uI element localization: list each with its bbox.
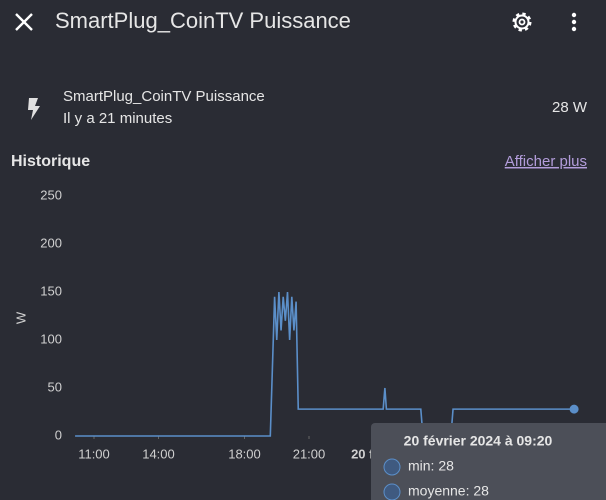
y-axis-label: W xyxy=(13,311,28,324)
x-tick-label: 18:00 xyxy=(228,446,261,461)
history-title: Historique xyxy=(11,153,90,170)
entity-state: 28 W xyxy=(552,99,588,116)
tooltip-swatch xyxy=(383,458,401,476)
series-line xyxy=(75,291,575,438)
x-tick-label: 11:00 xyxy=(78,446,110,461)
y-tick-label: 50 xyxy=(48,379,62,394)
entity-last-changed: Il y a 21 minutes xyxy=(63,110,172,127)
tooltip-row: moyenne: 28 xyxy=(408,483,489,499)
tooltip-row: min: 28 xyxy=(408,458,454,474)
y-tick-label: 0 xyxy=(55,427,62,442)
y-tick-label: 100 xyxy=(40,331,62,346)
tooltip-title: 20 février 2024 à 09:20 xyxy=(404,433,553,449)
y-tick-label: 200 xyxy=(40,235,62,250)
tooltip-swatch xyxy=(383,483,401,500)
x-tick-label: 14:00 xyxy=(142,446,175,461)
tooltip xyxy=(371,423,606,500)
x-tick-label: 21:00 xyxy=(293,446,326,461)
entity-icon xyxy=(28,98,40,120)
show-more-link[interactable]: Afficher plus xyxy=(505,153,587,170)
y-tick-label: 250 xyxy=(40,187,62,202)
dialog-title: SmartPlug_CoinTV Puissance xyxy=(55,8,351,33)
y-tick-label: 150 xyxy=(40,283,62,298)
hover-point xyxy=(569,404,579,414)
entity-name: SmartPlug_CoinTV Puissance xyxy=(63,88,265,105)
settings-button[interactable] xyxy=(512,12,532,32)
close-button[interactable] xyxy=(15,13,33,31)
menu-button[interactable] xyxy=(571,12,577,32)
